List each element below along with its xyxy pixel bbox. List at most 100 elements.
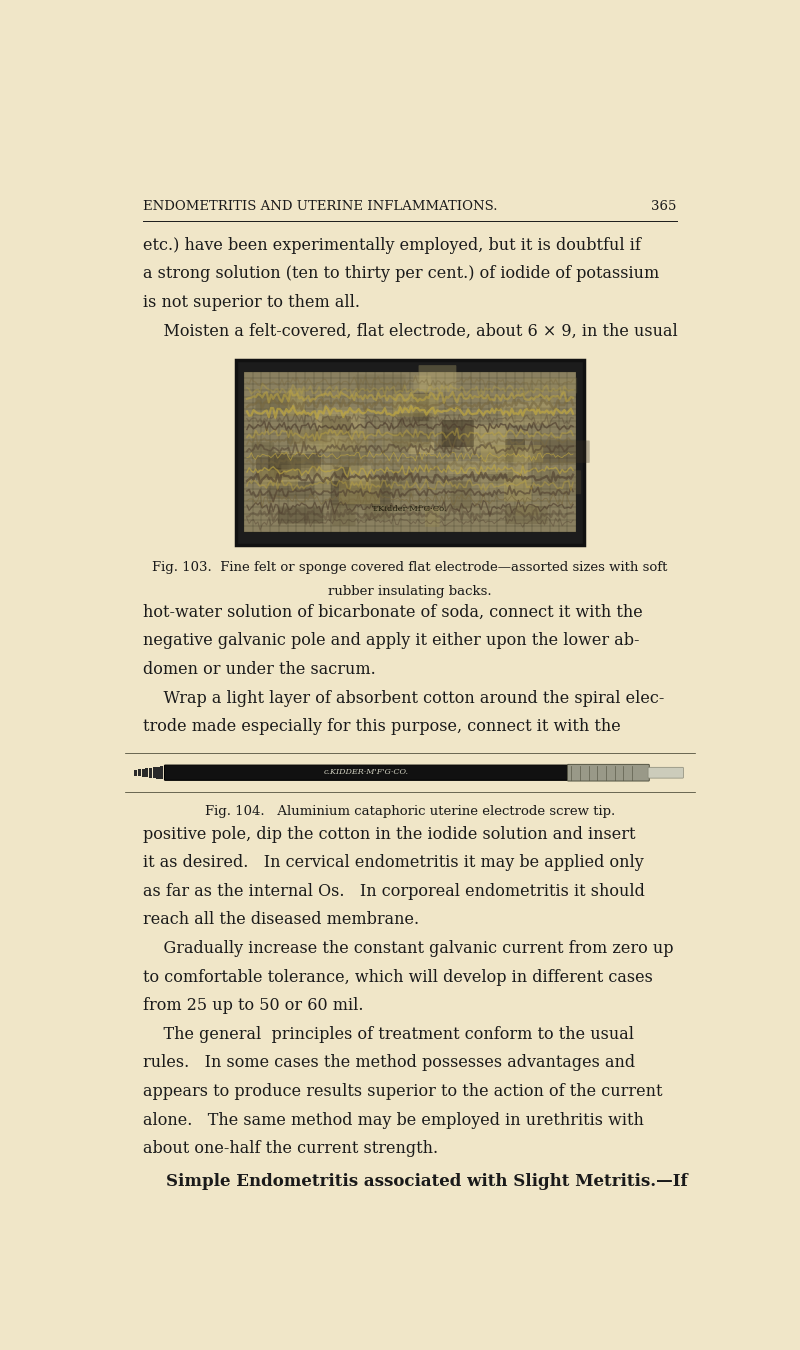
FancyBboxPatch shape	[294, 429, 342, 451]
Text: Simple Endometritis associated with Slight Metritis.—If: Simple Endometritis associated with Slig…	[143, 1173, 688, 1189]
FancyBboxPatch shape	[319, 429, 369, 451]
FancyBboxPatch shape	[506, 439, 525, 462]
FancyBboxPatch shape	[165, 765, 569, 780]
FancyBboxPatch shape	[237, 359, 584, 544]
FancyBboxPatch shape	[258, 470, 298, 486]
Text: c.KIDDER·M'F'G·CO.: c.KIDDER·M'F'G·CO.	[324, 768, 409, 776]
Text: from 25 up to 50 or 60 mil.: from 25 up to 50 or 60 mil.	[143, 998, 364, 1014]
FancyBboxPatch shape	[157, 767, 159, 779]
FancyBboxPatch shape	[317, 408, 361, 433]
FancyBboxPatch shape	[287, 429, 327, 444]
Text: negative galvanic pole and apply it either upon the lower ab-: negative galvanic pole and apply it eith…	[143, 632, 640, 649]
Text: Fig. 104.   Aluminium cataphoric uterine electrode screw tip.: Fig. 104. Aluminium cataphoric uterine e…	[205, 805, 615, 818]
Text: T.Kidder·Mf'G·Co.: T.Kidder·Mf'G·Co.	[372, 505, 448, 513]
Text: about one-half the current strength.: about one-half the current strength.	[143, 1141, 438, 1157]
FancyBboxPatch shape	[530, 398, 554, 412]
FancyBboxPatch shape	[534, 440, 590, 463]
FancyBboxPatch shape	[270, 456, 318, 468]
Text: appears to produce results superior to the action of the current: appears to produce results superior to t…	[143, 1083, 663, 1100]
FancyBboxPatch shape	[380, 471, 414, 498]
Text: rules.   In some cases the method possesses advantages and: rules. In some cases the method possesse…	[143, 1054, 635, 1072]
FancyBboxPatch shape	[478, 478, 514, 490]
FancyBboxPatch shape	[465, 425, 507, 452]
FancyBboxPatch shape	[448, 462, 508, 474]
FancyBboxPatch shape	[287, 389, 305, 416]
FancyBboxPatch shape	[322, 416, 351, 436]
Text: domen or under the sacrum.: domen or under the sacrum.	[143, 662, 376, 678]
FancyBboxPatch shape	[414, 393, 429, 421]
FancyBboxPatch shape	[160, 765, 163, 779]
FancyBboxPatch shape	[310, 412, 365, 429]
FancyBboxPatch shape	[142, 768, 145, 776]
FancyBboxPatch shape	[332, 452, 368, 477]
Text: ENDOMETRITIS AND UTERINE INFLAMMATIONS.: ENDOMETRITIS AND UTERINE INFLAMMATIONS.	[143, 200, 498, 213]
FancyBboxPatch shape	[282, 464, 342, 481]
FancyBboxPatch shape	[364, 504, 390, 518]
FancyBboxPatch shape	[506, 506, 547, 524]
Text: etc.) have been experimentally employed, but it is doubtful if: etc.) have been experimentally employed,…	[143, 236, 642, 254]
FancyBboxPatch shape	[125, 753, 695, 792]
FancyBboxPatch shape	[274, 454, 321, 477]
FancyBboxPatch shape	[146, 768, 148, 778]
FancyBboxPatch shape	[275, 451, 306, 464]
FancyBboxPatch shape	[267, 482, 314, 498]
FancyBboxPatch shape	[382, 432, 410, 452]
FancyBboxPatch shape	[481, 446, 543, 463]
Text: The general  principles of treatment conform to the usual: The general principles of treatment conf…	[143, 1026, 634, 1042]
FancyBboxPatch shape	[255, 393, 291, 410]
FancyBboxPatch shape	[515, 505, 539, 516]
Text: alone.   The same method may be employed in urethritis with: alone. The same method may be employed i…	[143, 1111, 644, 1129]
FancyBboxPatch shape	[333, 448, 359, 470]
Text: Fig. 103.  Fine felt or sponge covered flat electrode—assorted sizes with soft: Fig. 103. Fine felt or sponge covered fl…	[152, 562, 668, 574]
Text: positive pole, dip the cotton in the iodide solution and insert: positive pole, dip the cotton in the iod…	[143, 826, 636, 842]
FancyBboxPatch shape	[149, 768, 152, 778]
FancyBboxPatch shape	[418, 364, 456, 391]
FancyBboxPatch shape	[134, 769, 138, 776]
FancyBboxPatch shape	[648, 767, 683, 778]
Text: to comfortable tolerance, which will develop in different cases: to comfortable tolerance, which will dev…	[143, 969, 654, 986]
FancyBboxPatch shape	[490, 472, 513, 483]
Text: trode made especially for this purpose, connect it with the: trode made especially for this purpose, …	[143, 718, 621, 736]
Text: hot-water solution of bicarbonate of soda, connect it with the: hot-water solution of bicarbonate of sod…	[143, 603, 643, 621]
FancyBboxPatch shape	[393, 433, 431, 448]
FancyBboxPatch shape	[514, 450, 528, 477]
FancyBboxPatch shape	[425, 508, 440, 526]
FancyBboxPatch shape	[251, 443, 274, 459]
FancyBboxPatch shape	[256, 458, 301, 479]
FancyBboxPatch shape	[502, 402, 550, 425]
FancyBboxPatch shape	[310, 429, 327, 441]
FancyBboxPatch shape	[332, 504, 355, 526]
FancyBboxPatch shape	[278, 508, 323, 524]
Text: it as desired.   In cervical endometritis it may be applied only: it as desired. In cervical endometritis …	[143, 855, 644, 871]
FancyBboxPatch shape	[153, 767, 156, 779]
FancyBboxPatch shape	[438, 432, 457, 448]
FancyBboxPatch shape	[331, 481, 390, 505]
FancyBboxPatch shape	[307, 437, 355, 452]
FancyBboxPatch shape	[398, 413, 433, 436]
FancyBboxPatch shape	[334, 467, 350, 489]
FancyBboxPatch shape	[393, 394, 438, 417]
Text: Gradually increase the constant galvanic current from zero up: Gradually increase the constant galvanic…	[143, 940, 674, 957]
FancyBboxPatch shape	[350, 466, 371, 486]
FancyBboxPatch shape	[244, 373, 576, 532]
FancyBboxPatch shape	[315, 470, 331, 493]
Text: is not superior to them all.: is not superior to them all.	[143, 294, 360, 310]
Text: Wrap a light layer of absorbent cotton around the spiral elec-: Wrap a light layer of absorbent cotton a…	[143, 690, 665, 706]
FancyBboxPatch shape	[506, 408, 551, 420]
Text: rubber insulating backs.: rubber insulating backs.	[328, 585, 492, 598]
Text: a strong solution (ten to thirty per cent.) of iodide of potassium: a strong solution (ten to thirty per cen…	[143, 266, 660, 282]
FancyBboxPatch shape	[339, 478, 380, 505]
FancyBboxPatch shape	[409, 441, 434, 454]
FancyBboxPatch shape	[450, 481, 471, 509]
FancyBboxPatch shape	[534, 470, 581, 494]
FancyBboxPatch shape	[504, 479, 531, 502]
Text: Moisten a felt-covered, flat electrode, about 6 × 9, in the usual: Moisten a felt-covered, flat electrode, …	[143, 323, 678, 340]
Text: reach all the diseased membrane.: reach all the diseased membrane.	[143, 911, 419, 929]
FancyBboxPatch shape	[523, 378, 577, 393]
FancyBboxPatch shape	[268, 452, 287, 478]
Text: as far as the internal Os.   In corporeal endometritis it should: as far as the internal Os. In corporeal …	[143, 883, 646, 900]
FancyBboxPatch shape	[138, 769, 141, 776]
FancyBboxPatch shape	[508, 470, 527, 483]
FancyBboxPatch shape	[356, 374, 406, 396]
Text: 365: 365	[651, 200, 677, 213]
